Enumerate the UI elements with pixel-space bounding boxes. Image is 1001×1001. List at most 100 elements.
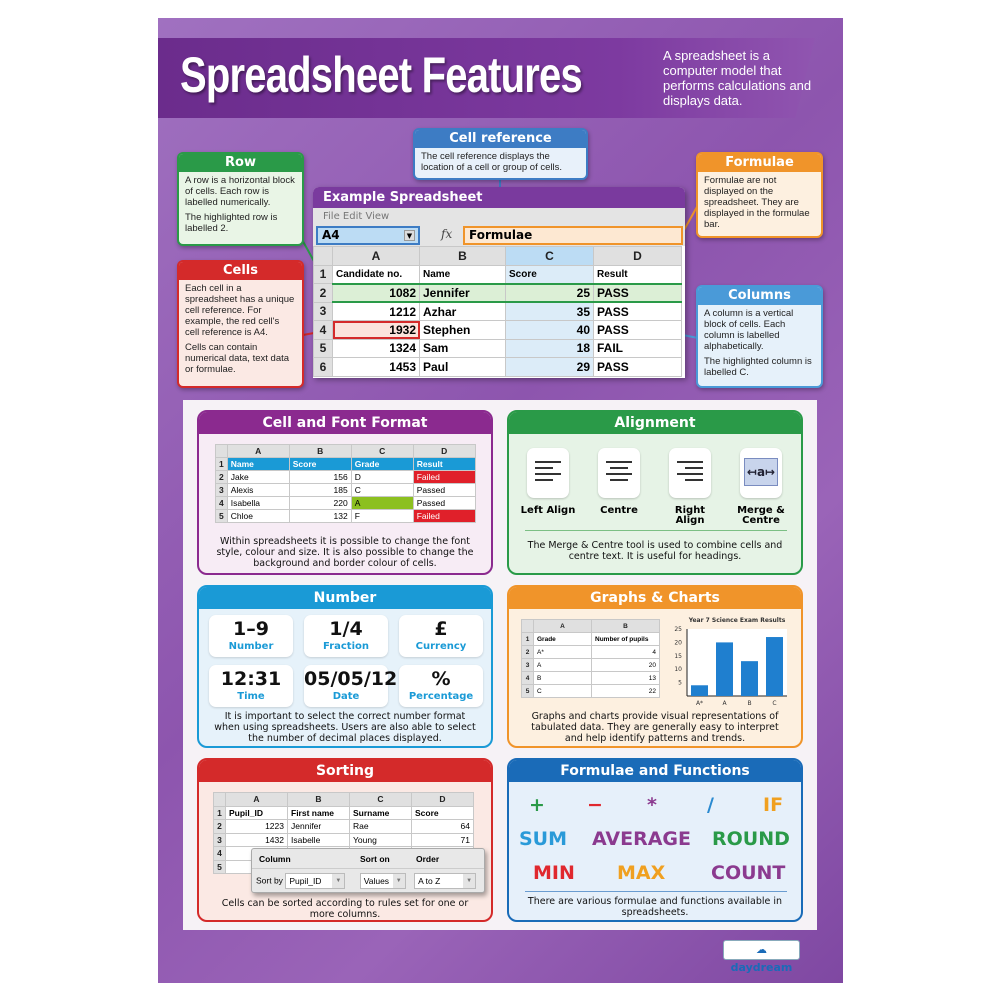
cell[interactable]: PASS bbox=[593, 282, 682, 303]
row-number[interactable]: 4 bbox=[215, 496, 228, 510]
cell[interactable]: Sam bbox=[419, 338, 506, 358]
cell[interactable]: Young bbox=[349, 832, 412, 847]
centre-align-button[interactable]: Centre bbox=[590, 448, 648, 516]
column-header[interactable]: B bbox=[591, 619, 660, 633]
cell[interactable]: 71 bbox=[411, 832, 474, 847]
cell[interactable]: 18 bbox=[505, 338, 594, 358]
cell[interactable]: Jennifer bbox=[287, 819, 350, 834]
cell[interactable]: Passed bbox=[412, 483, 476, 497]
cell[interactable]: Name bbox=[226, 457, 290, 471]
order-select[interactable]: A to Z bbox=[414, 873, 477, 889]
cell[interactable]: 20 bbox=[591, 658, 660, 672]
cell[interactable]: C bbox=[533, 684, 592, 698]
cell[interactable]: Failed bbox=[412, 509, 476, 523]
cell[interactable]: PASS bbox=[593, 357, 682, 377]
corner-cell[interactable] bbox=[215, 444, 228, 458]
cell[interactable]: Azhar bbox=[419, 301, 506, 321]
cell[interactable]: Failed bbox=[412, 470, 476, 484]
column-header[interactable]: B bbox=[419, 246, 506, 266]
row-number[interactable]: 5 bbox=[521, 684, 534, 698]
cell[interactable]: FAIL bbox=[593, 338, 682, 358]
cell[interactable]: Rae bbox=[349, 819, 412, 834]
cell[interactable]: Paul bbox=[419, 357, 506, 377]
row-number[interactable]: 4 bbox=[313, 320, 333, 340]
cell[interactable]: 1223 bbox=[225, 819, 288, 834]
row-number[interactable]: 4 bbox=[521, 671, 534, 685]
cell[interactable]: PASS bbox=[593, 320, 682, 340]
column-header[interactable]: D bbox=[411, 792, 474, 807]
cell[interactable]: 1453 bbox=[332, 357, 420, 377]
name-box[interactable]: A4 ▼ bbox=[316, 226, 420, 245]
cell[interactable]: Grade bbox=[533, 632, 592, 646]
cell[interactable]: 220 bbox=[288, 496, 352, 510]
sort-on-select[interactable]: Values bbox=[359, 873, 406, 889]
column-header[interactable]: B bbox=[287, 792, 350, 807]
row-number[interactable]: 1 bbox=[213, 805, 226, 820]
corner-cell[interactable] bbox=[213, 792, 226, 807]
cell[interactable]: Pupil_ID bbox=[225, 805, 288, 820]
cell[interactable]: 1432 bbox=[225, 832, 288, 847]
cell[interactable]: 1212 bbox=[332, 301, 420, 321]
column-header[interactable]: D bbox=[593, 246, 682, 266]
cell[interactable]: Jennifer bbox=[419, 282, 506, 303]
formula-input[interactable]: Formulae bbox=[463, 226, 683, 245]
merge-centre-button[interactable]: ↤a↦ Merge & Centre bbox=[732, 448, 790, 526]
cell[interactable]: 185 bbox=[288, 483, 352, 497]
row-number[interactable]: 2 bbox=[215, 470, 228, 484]
column-header[interactable]: B bbox=[288, 444, 352, 458]
column-header[interactable]: C bbox=[505, 246, 594, 266]
cell[interactable]: Candidate no. bbox=[332, 264, 420, 284]
column-header[interactable]: A bbox=[226, 444, 290, 458]
cell[interactable]: B bbox=[533, 671, 592, 685]
cell[interactable]: Stephen bbox=[419, 320, 506, 340]
row-number[interactable]: 1 bbox=[215, 457, 228, 471]
cell[interactable]: C bbox=[350, 483, 414, 497]
cell[interactable]: 4 bbox=[591, 645, 660, 659]
column-header[interactable]: A bbox=[225, 792, 288, 807]
cell[interactable]: 1932 bbox=[332, 320, 420, 340]
row-number[interactable]: 5 bbox=[313, 338, 333, 358]
cell[interactable]: 40 bbox=[505, 320, 594, 340]
cell[interactable]: Surname bbox=[349, 805, 412, 820]
cell[interactable]: Isabelle bbox=[287, 832, 350, 847]
row-number[interactable]: 5 bbox=[215, 509, 228, 523]
cell[interactable]: Score bbox=[505, 264, 594, 284]
cell[interactable]: First name bbox=[287, 805, 350, 820]
left-align-button[interactable]: Left Align bbox=[519, 448, 577, 516]
cell[interactable]: 25 bbox=[505, 282, 594, 303]
row-number[interactable]: 2 bbox=[313, 283, 333, 303]
column-header[interactable]: A bbox=[332, 246, 420, 266]
cell[interactable]: 156 bbox=[288, 470, 352, 484]
corner-cell[interactable] bbox=[521, 619, 534, 633]
row-number[interactable]: 3 bbox=[521, 658, 534, 672]
cell[interactable]: Result bbox=[593, 264, 682, 284]
row-number[interactable]: 5 bbox=[213, 859, 226, 874]
cell[interactable]: PASS bbox=[593, 301, 682, 321]
dropdown-arrow-icon[interactable]: ▼ bbox=[404, 230, 415, 241]
cell[interactable]: D bbox=[350, 470, 414, 484]
column-header[interactable]: C bbox=[349, 792, 412, 807]
cell[interactable]: Isabella bbox=[226, 496, 290, 510]
cell[interactable]: Passed bbox=[412, 496, 476, 510]
row-number[interactable]: 2 bbox=[521, 645, 534, 659]
cell[interactable]: F bbox=[350, 509, 414, 523]
menu-bar[interactable]: File Edit View bbox=[313, 208, 685, 225]
column-select[interactable]: Pupil_ID bbox=[285, 873, 346, 889]
cell[interactable]: Score bbox=[288, 457, 352, 471]
cell[interactable]: 1324 bbox=[332, 338, 420, 358]
cell[interactable]: Jake bbox=[226, 470, 290, 484]
right-align-button[interactable]: Right Align bbox=[661, 448, 719, 526]
cell[interactable]: 64 bbox=[411, 819, 474, 834]
row-number[interactable]: 3 bbox=[313, 301, 333, 321]
corner-cell[interactable] bbox=[313, 246, 333, 266]
cell[interactable]: 35 bbox=[505, 301, 594, 321]
cell[interactable]: Alexis bbox=[226, 483, 290, 497]
cell[interactable]: 13 bbox=[591, 671, 660, 685]
cell[interactable]: 1082 bbox=[332, 282, 420, 303]
row-number[interactable]: 1 bbox=[521, 632, 534, 646]
cell[interactable]: Grade bbox=[350, 457, 414, 471]
column-header[interactable]: D bbox=[412, 444, 476, 458]
cell[interactable]: 29 bbox=[505, 357, 594, 377]
cell[interactable]: Name bbox=[419, 264, 506, 284]
cell[interactable]: 132 bbox=[288, 509, 352, 523]
